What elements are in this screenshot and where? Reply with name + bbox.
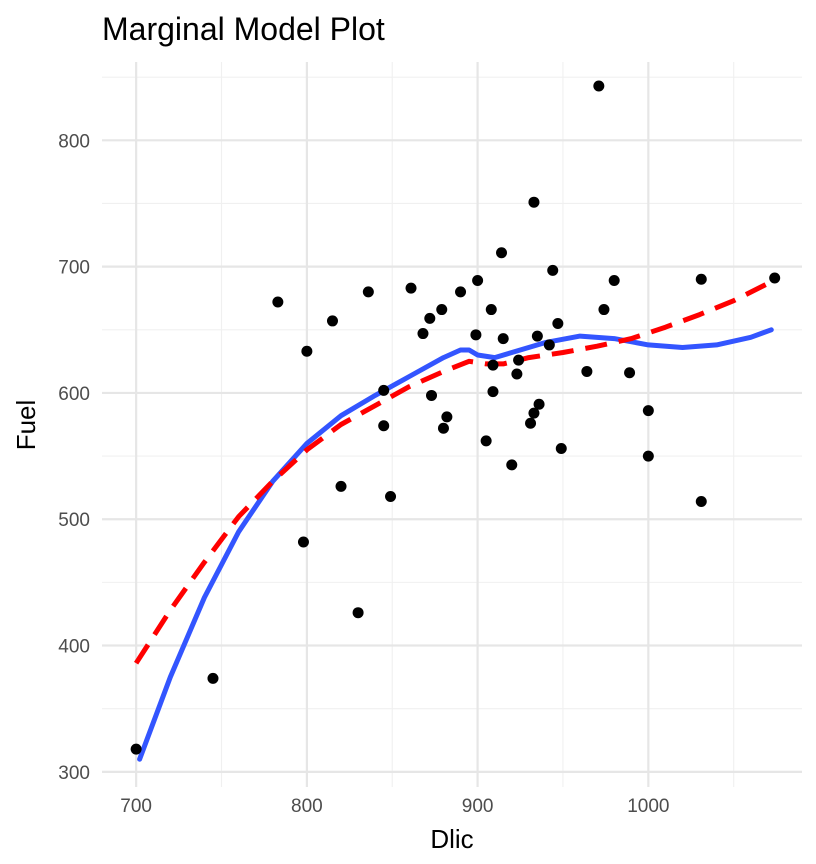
data-point (513, 354, 525, 366)
data-point (642, 405, 654, 417)
data-point (417, 328, 429, 340)
data-point (528, 407, 540, 419)
data-point (472, 275, 484, 287)
x-tick-label: 900 (462, 796, 494, 817)
model-smooth-line (133, 279, 773, 665)
data-point (552, 317, 564, 329)
data-point (487, 386, 499, 398)
x-axis-tick-labels: 700 800 900 1000 (120, 796, 669, 817)
y-tick-label: 400 (58, 637, 90, 658)
data-point (335, 480, 347, 492)
y-tick-label: 800 (58, 131, 90, 152)
x-tick-label: 800 (291, 796, 323, 817)
data-point (130, 743, 142, 755)
data-point (426, 389, 438, 401)
data-point (301, 345, 313, 357)
data-point (581, 365, 593, 377)
data-point (543, 339, 555, 351)
data-point (533, 398, 545, 410)
data-point (769, 272, 781, 284)
y-tick-label: 300 (58, 763, 90, 784)
smooth-lines (133, 279, 774, 762)
minor-gridlines (102, 62, 802, 787)
chart-title: Marginal Model Plot (102, 11, 385, 47)
x-axis-title: Dlic (430, 824, 473, 854)
data-point (352, 607, 364, 619)
data-point (455, 286, 467, 298)
data-point (424, 312, 436, 324)
data-point (555, 442, 567, 454)
data-point (531, 330, 543, 342)
data-point (362, 286, 374, 298)
y-tick-label: 500 (58, 510, 90, 531)
data-point (487, 359, 499, 371)
data-point (378, 384, 390, 396)
x-tick-label: 1000 (627, 796, 669, 817)
data-point (385, 490, 397, 502)
data-point (326, 315, 338, 327)
y-tick-label: 700 (58, 258, 90, 279)
data-point (272, 296, 284, 308)
y-tick-label: 600 (58, 384, 90, 405)
data-point (528, 196, 540, 208)
data-point (378, 420, 390, 432)
data-point (608, 275, 620, 287)
data-point (506, 459, 518, 471)
data-point (598, 304, 610, 316)
data-point (207, 672, 219, 684)
y-axis-title: Fuel (11, 400, 41, 451)
data-point (470, 329, 482, 341)
data-point (525, 417, 537, 429)
data-point (695, 273, 707, 285)
data-point (624, 367, 636, 379)
data-point (642, 450, 654, 462)
data-point (437, 422, 449, 434)
data-point (436, 304, 448, 316)
y-axis-tick-labels: 300 400 500 600 700 800 (58, 131, 90, 784)
data-point (547, 264, 559, 276)
data-point (485, 304, 497, 316)
data-point (441, 411, 453, 423)
data-point (695, 496, 707, 508)
data-point (405, 282, 417, 294)
data-point (297, 536, 309, 548)
data-point (593, 80, 605, 92)
x-tick-label: 700 (120, 796, 152, 817)
data-point (496, 247, 508, 259)
data-point (480, 435, 492, 447)
data-smooth-line (137, 327, 774, 762)
data-point (511, 368, 523, 380)
major-gridlines (102, 62, 802, 787)
data-points (130, 80, 781, 755)
data-point (497, 333, 509, 345)
